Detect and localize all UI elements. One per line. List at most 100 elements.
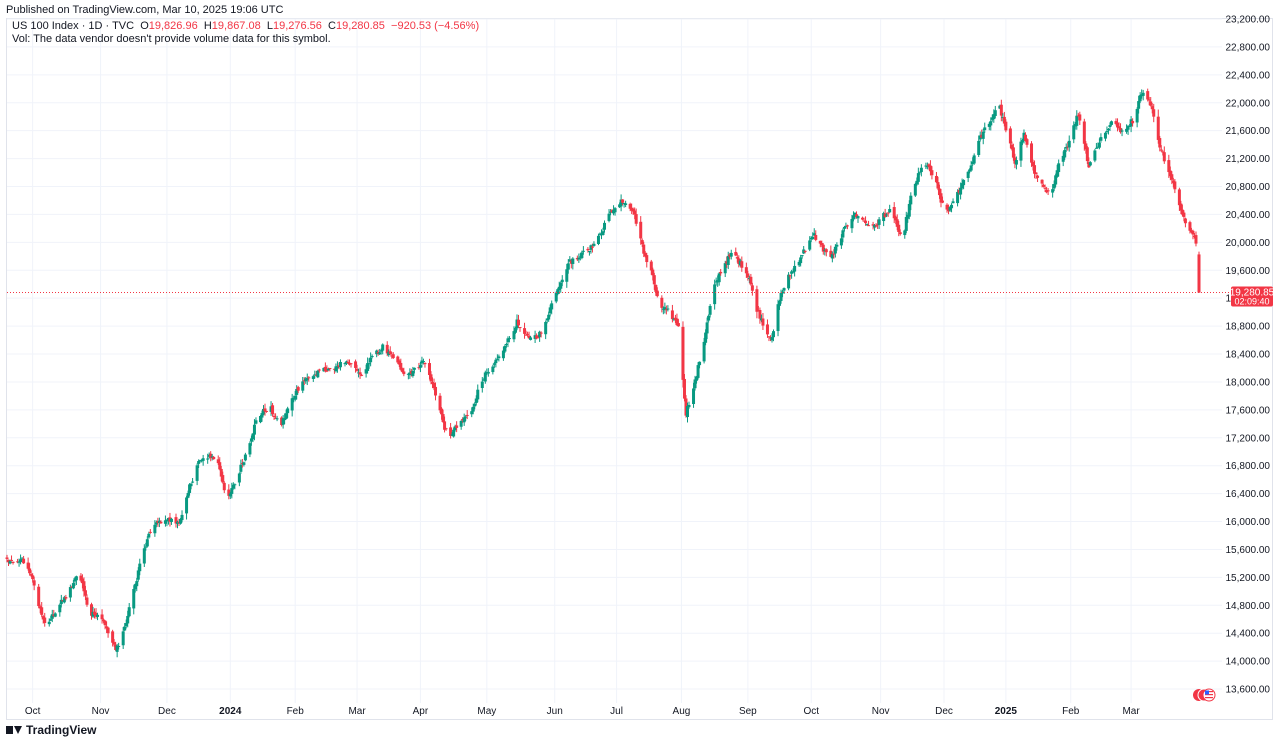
- candle[interactable]: [948, 205, 952, 212]
- candle[interactable]: [1061, 151, 1065, 167]
- candle[interactable]: [397, 359, 401, 367]
- candle[interactable]: [316, 369, 320, 379]
- candle[interactable]: [443, 416, 447, 433]
- candle[interactable]: [735, 253, 739, 263]
- candle[interactable]: [1170, 171, 1174, 185]
- candle[interactable]: [738, 258, 742, 267]
- candle[interactable]: [31, 573, 35, 583]
- candle[interactable]: [429, 371, 433, 385]
- candle[interactable]: [708, 304, 712, 318]
- candle[interactable]: [19, 554, 23, 565]
- candle[interactable]: [176, 520, 180, 529]
- candle[interactable]: [1188, 220, 1192, 234]
- candle[interactable]: [79, 573, 83, 583]
- candle[interactable]: [391, 352, 395, 359]
- candle[interactable]: [987, 122, 991, 131]
- candle[interactable]: [142, 544, 146, 567]
- candle[interactable]: [290, 393, 294, 417]
- candle[interactable]: [947, 204, 951, 215]
- candle[interactable]: [195, 463, 199, 486]
- candle[interactable]: [133, 583, 137, 593]
- candle[interactable]: [675, 313, 679, 326]
- candle[interactable]: [74, 575, 78, 586]
- candle[interactable]: [981, 128, 985, 145]
- candle[interactable]: [338, 359, 342, 371]
- candle[interactable]: [631, 207, 635, 216]
- candle[interactable]: [418, 361, 422, 373]
- candle[interactable]: [221, 471, 225, 484]
- candle[interactable]: [1013, 153, 1017, 169]
- candle[interactable]: [311, 374, 315, 382]
- candle[interactable]: [421, 358, 425, 365]
- candle[interactable]: [682, 373, 686, 402]
- candle[interactable]: [1171, 177, 1175, 188]
- candle[interactable]: [854, 211, 858, 219]
- candle[interactable]: [105, 621, 109, 633]
- candle[interactable]: [495, 354, 499, 361]
- candle[interactable]: [565, 263, 569, 288]
- candle[interactable]: [788, 274, 792, 280]
- candle[interactable]: [618, 202, 622, 209]
- candle[interactable]: [280, 416, 284, 427]
- candle[interactable]: [29, 570, 33, 577]
- candle[interactable]: [904, 211, 908, 234]
- candle[interactable]: [265, 410, 269, 413]
- candle[interactable]: [153, 520, 157, 537]
- candle[interactable]: [201, 454, 205, 466]
- candle[interactable]: [560, 275, 564, 287]
- candle[interactable]: [465, 410, 469, 420]
- candle[interactable]: [633, 207, 637, 220]
- candle[interactable]: [1096, 142, 1100, 149]
- candle[interactable]: [1194, 231, 1198, 247]
- candle[interactable]: [575, 255, 579, 262]
- candle[interactable]: [645, 252, 649, 268]
- candle[interactable]: [148, 529, 152, 534]
- candle[interactable]: [1149, 97, 1153, 107]
- candle[interactable]: [464, 414, 468, 422]
- candle[interactable]: [601, 227, 605, 236]
- candle[interactable]: [506, 336, 510, 348]
- candle[interactable]: [765, 319, 769, 338]
- candle[interactable]: [513, 326, 517, 334]
- candle[interactable]: [692, 382, 696, 408]
- candle[interactable]: [480, 377, 484, 393]
- candle[interactable]: [883, 208, 887, 218]
- candle[interactable]: [1002, 111, 1006, 127]
- candle[interactable]: [370, 354, 374, 359]
- candle[interactable]: [934, 171, 938, 184]
- candle[interactable]: [797, 260, 801, 267]
- footer-brand[interactable]: TradingView: [6, 723, 96, 737]
- candle[interactable]: [873, 223, 877, 231]
- candle[interactable]: [581, 246, 585, 255]
- candle[interactable]: [1034, 172, 1038, 179]
- candle[interactable]: [518, 326, 522, 332]
- candle[interactable]: [10, 555, 14, 562]
- candle[interactable]: [326, 367, 330, 371]
- candle[interactable]: [895, 214, 899, 231]
- candle[interactable]: [535, 333, 539, 340]
- candle[interactable]: [219, 465, 223, 482]
- candle[interactable]: [962, 179, 966, 190]
- candle[interactable]: [556, 288, 560, 296]
- candle[interactable]: [993, 105, 997, 119]
- candle[interactable]: [64, 594, 68, 601]
- candle[interactable]: [612, 205, 616, 216]
- candle[interactable]: [1177, 187, 1181, 211]
- candle[interactable]: [132, 585, 136, 615]
- candle[interactable]: [1114, 118, 1118, 126]
- candle[interactable]: [693, 375, 697, 391]
- candle[interactable]: [778, 299, 782, 310]
- candle[interactable]: [726, 251, 730, 270]
- candle[interactable]: [284, 409, 288, 420]
- candle[interactable]: [68, 584, 72, 602]
- candle[interactable]: [577, 253, 581, 263]
- candle[interactable]: [906, 212, 910, 223]
- candle[interactable]: [808, 236, 812, 252]
- candle[interactable]: [485, 368, 489, 376]
- candle[interactable]: [11, 561, 15, 565]
- candle[interactable]: [628, 202, 632, 212]
- candle[interactable]: [951, 198, 955, 204]
- candle[interactable]: [497, 354, 501, 362]
- candle[interactable]: [346, 359, 350, 364]
- candle[interactable]: [1073, 121, 1077, 130]
